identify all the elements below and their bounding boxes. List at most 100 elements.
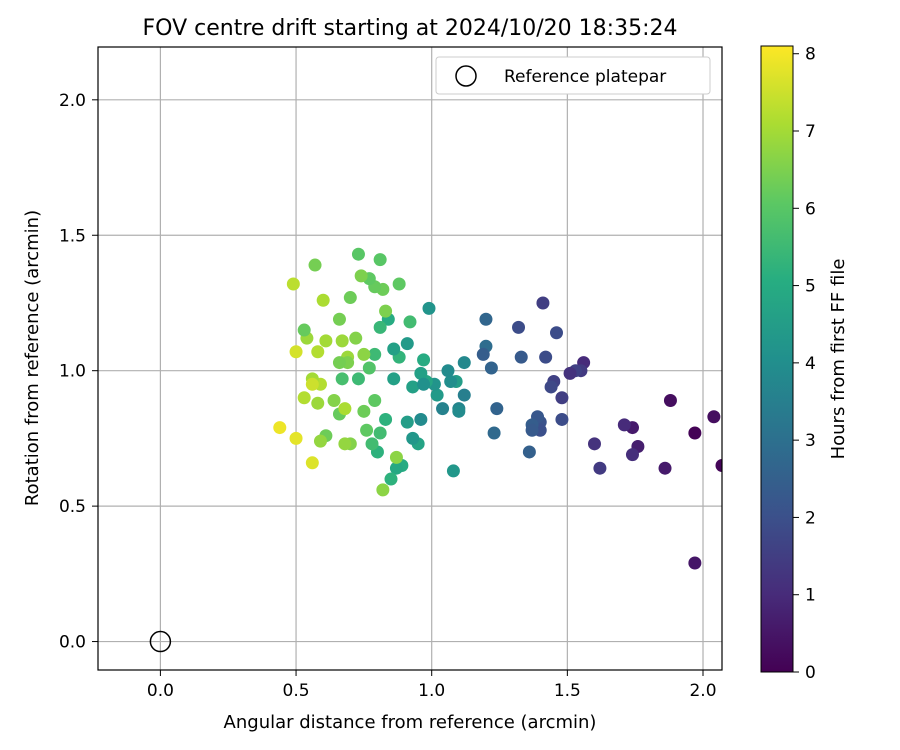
x-tick-label: 1.5 <box>554 681 581 701</box>
colorbar-tick-label: 2 <box>805 508 816 528</box>
legend-box <box>435 56 711 95</box>
colorbar-tick-label: 4 <box>805 354 816 374</box>
colorbar-tick-label: 0 <box>805 663 816 683</box>
data-point <box>658 461 672 475</box>
data-point <box>387 372 401 386</box>
data-point <box>379 412 393 426</box>
data-point <box>289 345 303 359</box>
plot-area: 0.0 0.5 1.0 1.5 2.0 0.0 0.5 1.0 1.5 2.0 <box>59 46 723 701</box>
grid <box>98 47 722 670</box>
colorbar-tick-label: 5 <box>805 277 816 297</box>
data-point <box>332 312 346 326</box>
data-point <box>587 437 601 451</box>
data-point <box>457 388 471 402</box>
data-point <box>539 350 553 364</box>
data-point <box>457 356 471 370</box>
data-point <box>354 269 368 283</box>
data-point <box>400 337 414 351</box>
data-point <box>332 356 346 370</box>
data-point <box>319 334 333 348</box>
data-point <box>376 483 390 497</box>
data-point <box>387 342 401 356</box>
y-axis-ticks: 0.0 0.5 1.0 1.5 2.0 <box>59 91 98 653</box>
data-point <box>715 458 722 472</box>
y-tick-label: 1.0 <box>59 362 86 382</box>
data-point <box>441 364 455 378</box>
data-point <box>297 323 311 337</box>
data-point <box>525 423 539 437</box>
data-point <box>357 404 371 418</box>
data-point <box>555 391 569 405</box>
data-point <box>688 556 702 570</box>
data-point <box>490 402 504 416</box>
data-point <box>452 404 466 418</box>
data-point <box>476 347 490 361</box>
data-point <box>349 331 363 345</box>
x-tick-label: 0.5 <box>283 681 310 701</box>
data-point <box>368 393 382 407</box>
data-point <box>335 334 349 348</box>
data-point <box>544 380 558 394</box>
colorbar-tick-label: 3 <box>805 431 816 451</box>
data-point <box>406 431 420 445</box>
data-point <box>522 445 536 459</box>
x-tick-label: 2.0 <box>689 681 716 701</box>
data-point <box>365 437 379 451</box>
data-point <box>289 431 303 445</box>
data-point <box>357 347 371 361</box>
data-point <box>617 418 631 432</box>
data-point <box>327 393 341 407</box>
data-point <box>625 448 639 462</box>
plot-frame <box>97 46 723 671</box>
data-point <box>362 361 376 375</box>
data-point <box>406 380 420 394</box>
data-point <box>688 426 702 440</box>
legend-marker <box>455 65 477 87</box>
data-point <box>417 353 431 367</box>
data-point <box>351 247 365 261</box>
colorbar-ticks: 0 1 2 3 4 5 6 7 8 <box>793 45 816 683</box>
data-point <box>555 412 569 426</box>
data-point <box>373 253 387 267</box>
legend-label: Reference platepar <box>504 67 666 87</box>
data-point <box>514 350 528 364</box>
data-point <box>305 377 319 391</box>
data-point <box>373 426 387 440</box>
data-point <box>446 464 460 478</box>
data-point <box>360 423 374 437</box>
data-point <box>297 391 311 405</box>
data-point <box>484 361 498 375</box>
data-point <box>379 304 393 318</box>
data-point <box>487 426 501 440</box>
data-point <box>536 296 550 310</box>
data-point <box>392 277 406 291</box>
x-tick-label: 1.0 <box>418 681 445 701</box>
data-point <box>414 366 428 380</box>
data-point <box>338 402 352 416</box>
x-axis-label: Angular distance from reference (arcmin) <box>224 712 597 733</box>
data-point <box>563 366 577 380</box>
data-point <box>403 315 417 329</box>
colorbar-tick-label: 6 <box>805 199 816 219</box>
colorbar-gradient <box>760 45 794 673</box>
data-point <box>338 437 352 451</box>
data-point <box>663 393 677 407</box>
x-axis-ticks: 0.0 0.5 1.0 1.5 2.0 <box>147 670 717 701</box>
data-point <box>444 375 458 389</box>
reference-platepar-marker <box>149 630 172 653</box>
colorbar: 0 1 2 3 4 5 6 7 8 <box>760 45 816 683</box>
data-point <box>400 415 414 429</box>
y-axis-label: Rotation from reference (arcmin) <box>22 210 43 506</box>
data-point <box>351 372 365 386</box>
y-tick-label: 0.0 <box>59 633 86 653</box>
data-point <box>593 461 607 475</box>
legend: Reference platepar <box>435 56 711 95</box>
data-point <box>313 434 327 448</box>
data-point <box>308 258 322 272</box>
data-point <box>273 421 287 435</box>
data-point <box>417 377 431 391</box>
data-point <box>414 412 428 426</box>
colorbar-tick-label: 7 <box>805 122 816 142</box>
data-point <box>389 461 403 475</box>
